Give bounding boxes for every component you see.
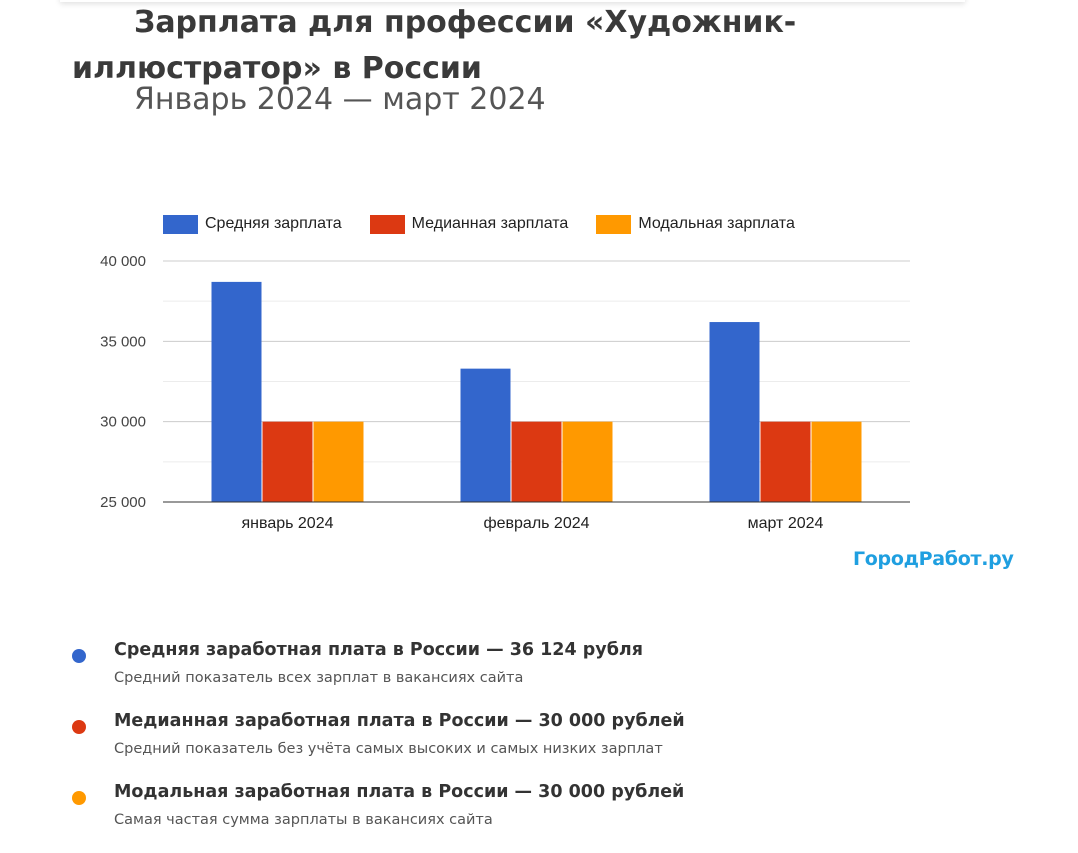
stat-desc-median: Средний показатель без учёта самых высок… bbox=[114, 741, 663, 757]
page-title: Зарплата для профессии «Художник-иллюстр… bbox=[72, 5, 797, 86]
bar-mode[interactable] bbox=[313, 421, 364, 502]
chart-bars bbox=[163, 281, 910, 503]
salary-bar-chart: 25 000 30 000 35 000 40 000 январь 2024 февр… bbox=[100, 253, 910, 532]
legend-item-median[interactable]: Медианная зарплата bbox=[369, 214, 569, 234]
bar-mean[interactable] bbox=[709, 322, 760, 502]
y-tick-label: 40 000 bbox=[100, 253, 146, 270]
x-axis-ticks: январь 2024 февраль 2024 март 2024 bbox=[242, 515, 824, 532]
stat-title-mean: Средняя заработная плата в России — 36 1… bbox=[114, 640, 643, 660]
stat-dot-median bbox=[72, 720, 86, 734]
stat-title-median: Медианная заработная плата в России — 30… bbox=[114, 711, 685, 731]
bar-median[interactable] bbox=[760, 421, 811, 502]
x-tick-label: март 2024 bbox=[748, 515, 824, 532]
bar-mean[interactable] bbox=[211, 281, 262, 502]
legend-label-mean: Средняя зарплата bbox=[205, 215, 342, 232]
legend-swatch-median bbox=[369, 214, 405, 234]
legend-swatch-mean bbox=[163, 214, 198, 234]
stat-item-mean: Средняя заработная плата в России — 36 1… bbox=[70, 640, 1030, 711]
bar-mode[interactable] bbox=[811, 421, 862, 502]
y-tick-label: 25 000 bbox=[100, 494, 146, 511]
legend-label-median: Медианная зарплата bbox=[411, 215, 569, 232]
bar-median[interactable] bbox=[262, 421, 313, 502]
stat-dot-mode bbox=[72, 791, 86, 805]
stat-desc-mode: Самая частая сумма зарплаты в вакансиях … bbox=[114, 812, 493, 828]
legend-item-mode[interactable]: Модальная зарплата bbox=[596, 214, 795, 234]
bar-median[interactable] bbox=[511, 421, 562, 502]
bar-mode[interactable] bbox=[562, 421, 613, 502]
y-axis-ticks: 25 000 30 000 35 000 40 000 bbox=[100, 253, 146, 511]
top-card-edge bbox=[60, 0, 965, 2]
x-tick-label: январь 2024 bbox=[242, 515, 334, 532]
chart-legend: Средняя зарплата Медианная зарплата Мода… bbox=[163, 212, 823, 236]
legend-item-mean[interactable]: Средняя зарплата bbox=[163, 214, 342, 234]
x-tick-label: февраль 2024 bbox=[483, 515, 589, 532]
stat-item-median: Медианная заработная плата в России — 30… bbox=[70, 711, 1030, 782]
legend-label-mode: Модальная зарплата bbox=[638, 215, 795, 232]
stat-item-mode: Модальная заработная плата в России — 30… bbox=[70, 782, 1030, 853]
stats-list: Средняя заработная плата в России — 36 1… bbox=[70, 640, 1030, 853]
stat-dot-mean bbox=[72, 649, 86, 663]
stat-desc-mean: Средний показатель всех зарплат в ваканс… bbox=[114, 670, 524, 686]
bar-mean[interactable] bbox=[460, 368, 511, 502]
stat-title-mode: Модальная заработная плата в России — 30… bbox=[114, 782, 685, 802]
brand-logo[interactable]: ГородРабот.ру bbox=[853, 548, 1014, 570]
page-subtitle: Январь 2024 — март 2024 bbox=[134, 82, 546, 117]
y-tick-label: 35 000 bbox=[100, 333, 146, 350]
y-tick-label: 30 000 bbox=[100, 414, 146, 431]
legend-swatch-mode bbox=[596, 214, 632, 234]
